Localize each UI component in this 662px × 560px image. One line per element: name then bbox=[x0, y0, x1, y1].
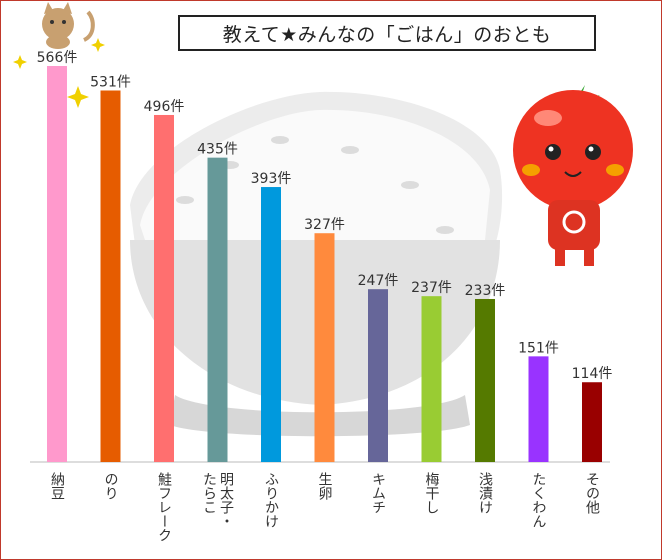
bar-8 bbox=[421, 296, 442, 462]
value-label-2: 531件 bbox=[90, 74, 131, 90]
bar-3 bbox=[154, 114, 174, 462]
bar-1 bbox=[47, 66, 67, 462]
category-label-7: キムチ bbox=[370, 472, 386, 514]
cat-icon bbox=[42, 2, 95, 49]
category-label-4-1: 明太子・ bbox=[218, 472, 234, 528]
bar-9 bbox=[475, 298, 495, 462]
bar-2 bbox=[100, 90, 121, 462]
bar-10 bbox=[528, 356, 549, 462]
category-label-5: ふりかけ bbox=[263, 472, 279, 528]
category-label-11: その他 bbox=[584, 472, 600, 515]
category-label-6: 生卵 bbox=[317, 472, 333, 500]
value-label-6: 327件 bbox=[304, 217, 345, 233]
bars-group bbox=[47, 66, 602, 462]
value-labels-group: 566件 531件 496件 435件 393件 327件 247件 237件 233件 151件… bbox=[37, 50, 613, 382]
category-label-3: 鮭フレーク bbox=[156, 472, 172, 542]
category-label-10: たくわん bbox=[531, 472, 547, 528]
value-label-11: 114件 bbox=[572, 366, 613, 382]
bar-4 bbox=[207, 157, 228, 462]
category-labels-group: 納豆 のり 鮭フレーク 明太子・たらこ ふりかけ 生卵 キムチ 梅干し 浅漬け たくわん その他 bbox=[49, 472, 600, 542]
bar-7 bbox=[368, 289, 388, 462]
category-label-9: 浅漬け bbox=[477, 472, 493, 514]
bar-5 bbox=[261, 187, 281, 462]
bar-6 bbox=[314, 233, 335, 462]
chart-title: 教えて★みんなの「ごはん」のおとも bbox=[178, 15, 596, 51]
category-label-4-2: たらこ bbox=[201, 472, 217, 514]
value-label-1: 566件 bbox=[37, 50, 78, 66]
category-label-2: のり bbox=[103, 472, 119, 500]
value-label-10: 151件 bbox=[518, 340, 559, 356]
value-label-4: 435件 bbox=[197, 142, 238, 158]
category-label-8: 梅干し bbox=[424, 472, 440, 514]
value-label-5: 393件 bbox=[251, 171, 292, 187]
sparkle-icon bbox=[13, 38, 105, 108]
value-label-7: 247件 bbox=[358, 273, 399, 289]
tomato-mascot-icon bbox=[513, 85, 633, 266]
value-label-8: 237件 bbox=[411, 280, 452, 296]
category-label-1: 納豆 bbox=[49, 472, 65, 500]
value-label-3: 496件 bbox=[144, 99, 185, 115]
bar-11 bbox=[582, 382, 602, 462]
value-label-9: 233件 bbox=[465, 283, 506, 299]
